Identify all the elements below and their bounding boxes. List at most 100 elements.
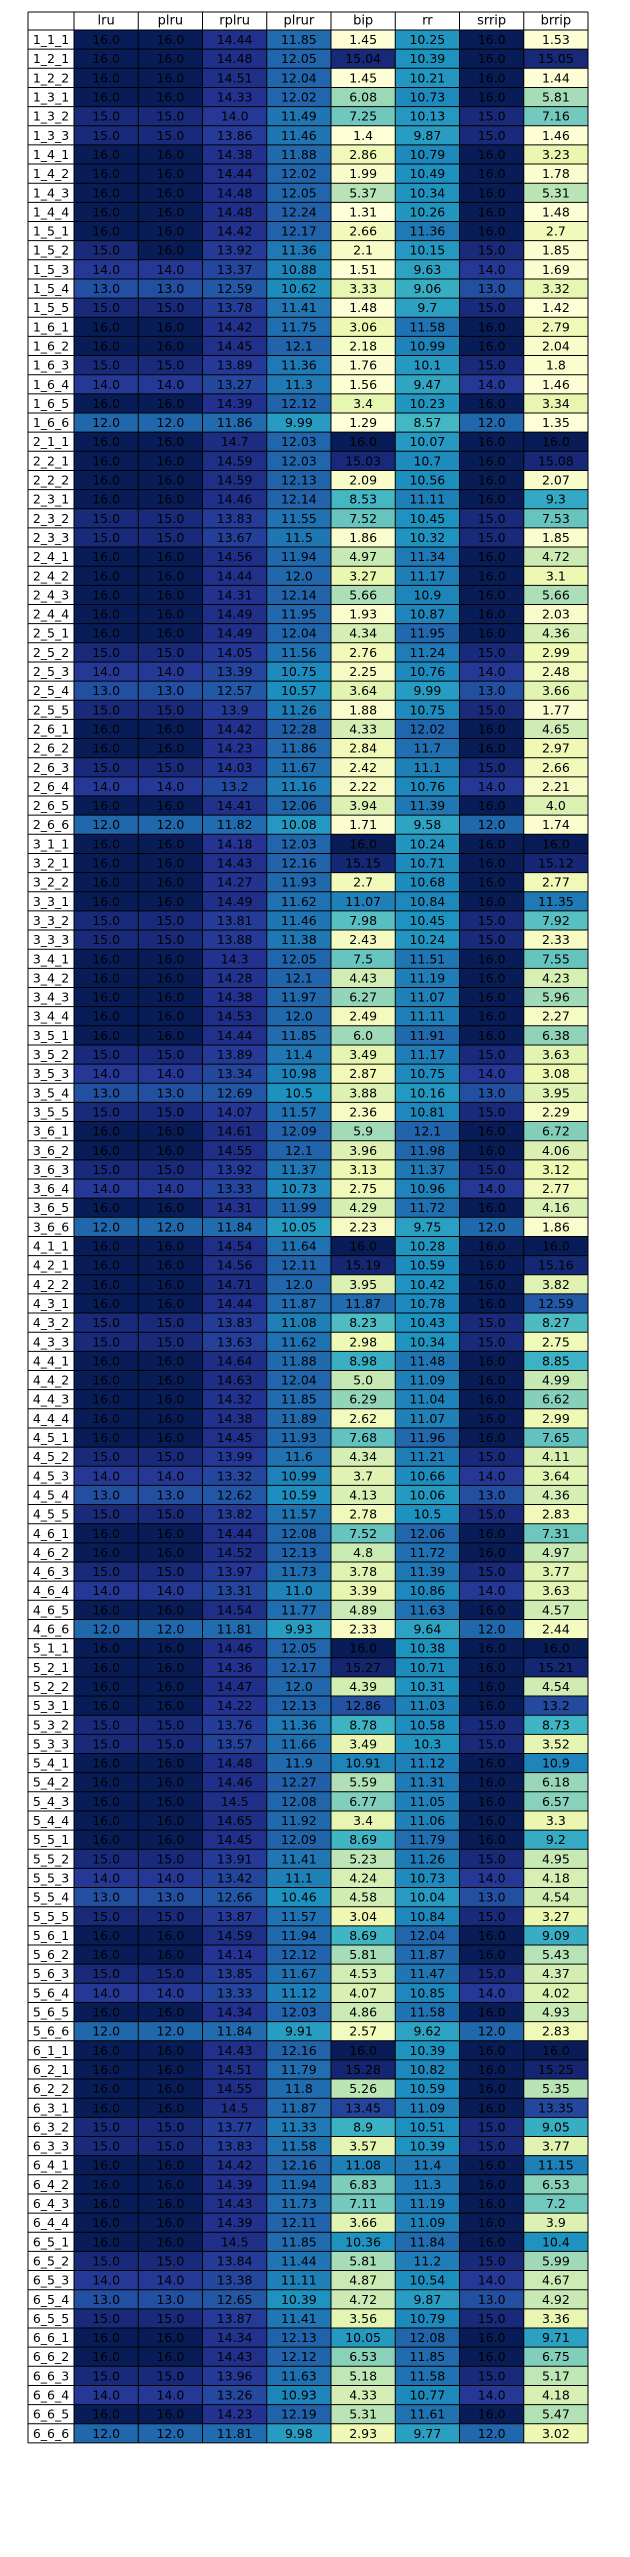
cell-2_2_2-rr [395, 470, 460, 490]
cell-value-1_3_2-srrip: 15.0 [478, 109, 506, 124]
cell-4_5_5-rr [395, 1504, 460, 1524]
cell-value-3_5_5-bip: 2.36 [349, 1104, 377, 1119]
cell-value-5_6_5-plru: 16.0 [156, 2005, 184, 2020]
cell-value-6_3_1-plru: 16.0 [156, 2100, 184, 2115]
cell-5_5_3-plrur [266, 1868, 331, 1888]
cell-value-4_5_2-lru: 15.0 [92, 1449, 120, 1464]
cell-6_6_5-brrip [523, 2404, 588, 2424]
cell-value-6_4_4-brrip: 3.9 [546, 2215, 566, 2230]
cell-value-5_5_1-brrip: 9.2 [546, 1832, 566, 1847]
cell-value-2_6_1-plrur: 12.28 [281, 721, 317, 736]
cell-value-6_4_2-rplru: 14.39 [217, 2177, 253, 2192]
cell-value-6_3_2-lru: 15.0 [92, 2119, 120, 2134]
cell-value-3_4_1-plru: 16.0 [156, 951, 184, 966]
cell-6_4_3-plru [138, 2193, 203, 2214]
cell-6_6_6-plrur [266, 2423, 331, 2443]
cell-value-1_5_5-rplru: 13.78 [217, 300, 253, 315]
cell-4_5_5-plrur [266, 1504, 331, 1524]
cell-4_2_1-plru [138, 1255, 203, 1275]
cell-2_4_1-plrur [266, 547, 331, 567]
cell-1_3_3-rr [395, 125, 460, 145]
cell-value-5_4_1-rplru: 14.48 [217, 1756, 253, 1771]
cell-value-1_4_1-rr: 10.79 [409, 147, 445, 162]
cell-value-3_5_5-rplru: 14.07 [217, 1104, 253, 1119]
cell-value-1_5_4-brrip: 3.32 [542, 281, 570, 296]
cell-value-1_4_3-rplru: 14.48 [217, 185, 253, 200]
cell-value-1_4_3-plru: 16.0 [156, 185, 184, 200]
cell-4_1_1-rplru [202, 1236, 267, 1256]
cell-1_5_5-rplru [202, 298, 267, 318]
cell-value-1_4_1-brrip: 3.23 [542, 147, 570, 162]
cell-3_5_5-brrip [523, 1102, 588, 1122]
cell-value-6_3_1-plrur: 11.87 [281, 2100, 317, 2115]
row-label-3_4_3: 3_4_3 [33, 990, 69, 1005]
cell-6_4_1-rplru [202, 2155, 267, 2175]
cell-1_6_6-brrip [523, 413, 588, 433]
cell-value-6_5_5-srrip: 15.0 [478, 2311, 506, 2326]
cell-1_2_2-rplru [202, 68, 267, 88]
cell-value-1_5_1-brrip: 2.7 [546, 224, 566, 239]
cell-value-1_4_3-rr: 10.34 [409, 185, 445, 200]
cell-5_4_1-plrur [266, 1753, 331, 1773]
cell-1_4_1-bip [331, 144, 396, 165]
cell-4_6_2-srrip [459, 1542, 524, 1562]
cell-value-4_6_1-srrip: 16.0 [478, 1526, 506, 1541]
cell-value-5_2_2-brrip: 4.54 [542, 1679, 570, 1694]
cell-value-2_5_4-lru: 13.0 [92, 683, 120, 698]
cell-3_5_4-plrur [266, 1083, 331, 1103]
cell-value-4_6_5-plrur: 11.77 [281, 1602, 317, 1617]
cell-1_1_1-brrip [523, 30, 588, 50]
row-label-1_2_2: 1_2_2 [33, 70, 69, 85]
cell-1_5_2-brrip [523, 240, 588, 260]
cell-value-3_6_2-plru: 16.0 [156, 1143, 184, 1158]
cell-2_5_5-rplru [202, 700, 267, 720]
cell-value-3_6_4-srrip: 14.0 [478, 1181, 506, 1196]
cell-6_6_5-plrur [266, 2404, 331, 2424]
cell-value-5_4_4-srrip: 16.0 [478, 1813, 506, 1828]
cell-value-5_4_2-lru: 16.0 [92, 1775, 120, 1790]
cell-5_6_6-bip [331, 2021, 396, 2041]
cell-value-6_6_3-rplru: 13.96 [217, 2368, 253, 2383]
cell-value-5_4_3-brrip: 6.57 [542, 1794, 570, 1809]
cell-5_2_1-srrip [459, 1657, 524, 1677]
cell-value-5_4_4-plru: 16.0 [156, 1813, 184, 1828]
cell-2_6_5-plrur [266, 796, 331, 816]
cell-6_3_1-plrur [266, 2098, 331, 2118]
cell-3_2_1-plrur [266, 853, 331, 873]
cell-6_3_2-rplru [202, 2117, 267, 2137]
cell-2_5_3-rplru [202, 661, 267, 682]
cell-6_5_4-rplru [202, 2289, 267, 2309]
cell-value-3_4_2-plru: 16.0 [156, 970, 184, 985]
cell-value-6_1_1-rplru: 14.43 [217, 2043, 253, 2058]
cell-value-6_3_2-rplru: 13.77 [217, 2119, 253, 2134]
cell-value-2_6_6-lru: 12.0 [92, 817, 120, 832]
cell-1_6_3-plru [138, 355, 203, 375]
cell-value-4_2_1-lru: 16.0 [92, 1258, 120, 1273]
cell-value-3_4_2-bip: 4.43 [349, 970, 377, 985]
row-label-2_5_4: 2_5_4 [33, 683, 69, 698]
cell-value-6_1_1-plru: 16.0 [156, 2043, 184, 2058]
cell-5_2_2-brrip [523, 1676, 588, 1697]
cell-value-1_6_6-brrip: 1.35 [542, 415, 570, 430]
cell-4_3_1-bip [331, 1293, 396, 1314]
cell-value-6_1_1-srrip: 16.0 [478, 2043, 506, 2058]
cell-value-2_2_1-plru: 16.0 [156, 453, 184, 468]
cell-3_3_2-srrip [459, 910, 524, 931]
cell-5_6_3-rr [395, 1964, 460, 1984]
cell-1_3_2-plrur [266, 106, 331, 126]
cell-value-1_5_4-bip: 3.33 [349, 281, 377, 296]
cell-value-6_5_2-rr: 11.2 [413, 2253, 441, 2268]
cell-5_4_3-bip [331, 1791, 396, 1811]
cell-1_3_1-plrur [266, 87, 331, 107]
cell-value-6_3_3-srrip: 15.0 [478, 2139, 506, 2154]
cell-4_6_2-rplru [202, 1542, 267, 1562]
cell-5_6_2-lru [74, 1945, 139, 1965]
cell-2_5_3-plru [138, 661, 203, 682]
cell-4_6_5-rr [395, 1600, 460, 1620]
cell-value-2_5_2-srrip: 15.0 [478, 645, 506, 660]
cell-value-5_3_1-rplru: 14.22 [217, 1698, 253, 1713]
cell-5_6_3-rplru [202, 1964, 267, 1984]
cell-1_5_3-brrip [523, 259, 588, 279]
cell-value-5_6_6-lru: 12.0 [92, 2024, 120, 2039]
cell-value-6_6_4-brrip: 4.18 [542, 2388, 570, 2403]
